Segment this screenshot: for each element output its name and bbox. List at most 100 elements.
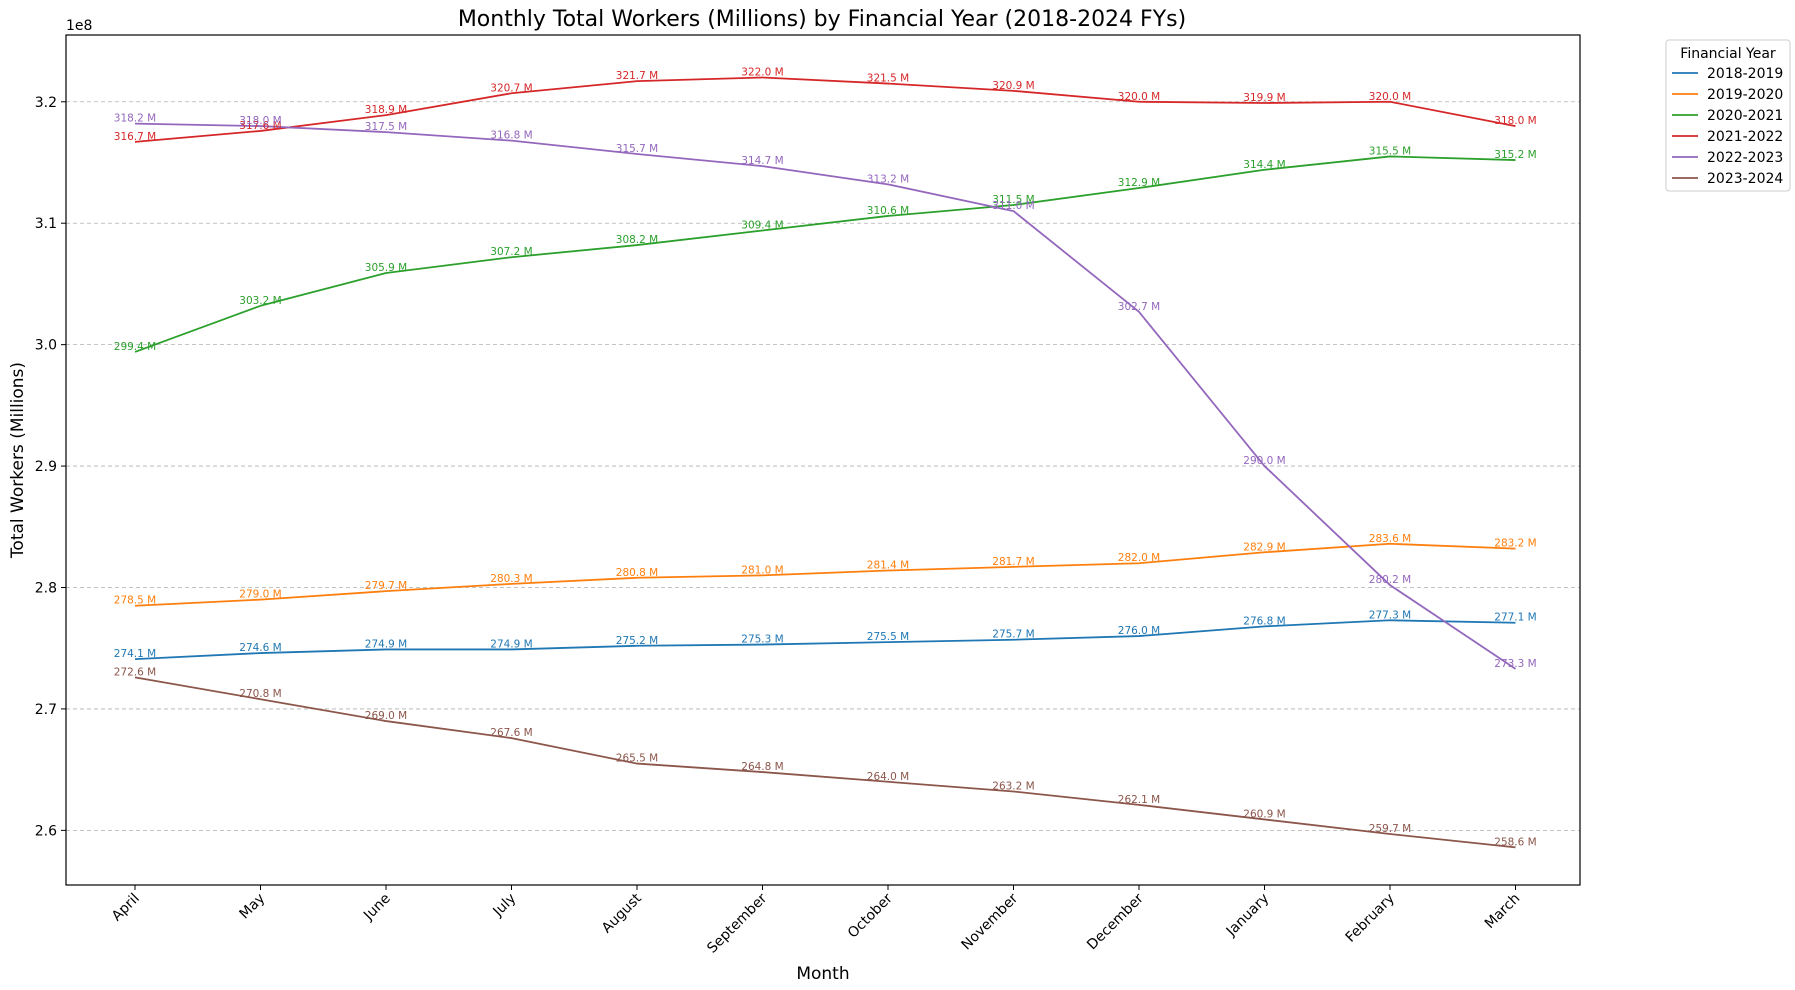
y-axis-label: Total Workers (Millions): [8, 362, 28, 559]
data-label: 317.6 M: [239, 120, 281, 132]
legend-entry: 2023-2024: [1707, 171, 1783, 187]
data-label: 275.7 M: [992, 629, 1034, 641]
data-label: 311.5 M: [992, 194, 1034, 206]
legend-entry: 2022-2023: [1707, 150, 1783, 166]
y-offset-text: 1e8: [66, 18, 92, 34]
y-tick-label: 3.1: [35, 216, 57, 232]
data-label: 276.0 M: [1118, 625, 1160, 637]
data-label: 314.4 M: [1243, 159, 1285, 171]
data-label: 316.7 M: [114, 131, 156, 143]
series-line-2020-2021: [134, 155, 1516, 353]
y-tick-label: 3.2: [35, 95, 57, 111]
series-line-2018-2019: [134, 619, 1516, 661]
legend-items: 2018-2019 2019-2020 2020-2021 2021-2022 2022…: [1672, 66, 1783, 187]
series-line-2023-2024: [134, 676, 1516, 849]
data-label: 274.9 M: [490, 638, 532, 650]
x-tick-label: September: [704, 890, 770, 956]
data-label: 262.1 M: [1118, 794, 1160, 806]
data-label: 279.0 M: [239, 589, 281, 601]
data-label: 274.1 M: [114, 648, 156, 660]
data-label: 318.2 M: [114, 113, 156, 125]
data-label: 307.2 M: [490, 246, 532, 258]
legend-entry: 2020-2021: [1707, 108, 1783, 124]
x-tick-label: February: [1343, 891, 1398, 946]
data-label: 310.6 M: [867, 205, 909, 217]
x-axis-label: Month: [796, 964, 849, 984]
data-label: 280.8 M: [616, 567, 658, 579]
data-label: 275.5 M: [867, 631, 909, 643]
data-label: 319.9 M: [1243, 92, 1285, 104]
data-labels: 274.1 M 274.6 M 274.9 M 274.9 M 275.2 M 275.3…: [114, 67, 1537, 849]
chart-title: Monthly Total Workers (Millions) by Fina…: [458, 7, 1186, 32]
data-label: 318.9 M: [365, 104, 407, 116]
y-tick-label: 2.6: [35, 823, 57, 839]
x-axis-ticks: April May June July August September October No…: [109, 885, 1523, 957]
series-line-2022-2023: [134, 122, 1516, 670]
data-label: 276.8 M: [1243, 615, 1285, 627]
data-label: 320.0 M: [1118, 91, 1160, 103]
series-lines: [134, 76, 1516, 849]
data-label: 282.9 M: [1243, 541, 1285, 553]
data-label: 311.0 M: [992, 200, 1034, 212]
data-label: 275.3 M: [741, 634, 783, 646]
legend-entry: 2019-2020: [1707, 87, 1783, 103]
data-label: 279.7 M: [365, 580, 407, 592]
data-label: 274.9 M: [365, 638, 407, 650]
legend-entry: 2021-2022: [1707, 129, 1783, 145]
data-label: 283.6 M: [1369, 533, 1411, 545]
series-line-2021-2022: [134, 76, 1516, 143]
data-label: 318.0 M: [1494, 115, 1536, 127]
data-label: 281.4 M: [867, 560, 909, 572]
data-label: 317.5 M: [365, 121, 407, 133]
data-label: 280.2 M: [1369, 574, 1411, 586]
data-label: 264.8 M: [741, 761, 783, 773]
data-label: 320.7 M: [490, 82, 532, 94]
legend-frame: [1665, 39, 1791, 192]
data-label: 278.5 M: [114, 595, 156, 607]
data-label: 305.9 M: [365, 262, 407, 274]
data-label: 315.2 M: [1494, 149, 1536, 161]
data-label: 264.0 M: [867, 771, 909, 783]
data-label: 277.3 M: [1369, 609, 1411, 621]
x-tick-label: May: [237, 891, 269, 923]
data-label: 308.2 M: [616, 234, 658, 246]
data-label: 283.2 M: [1494, 538, 1536, 550]
data-label: 267.6 M: [490, 727, 532, 739]
x-tick-label: July: [489, 891, 519, 921]
legend-entry: 2018-2019: [1707, 66, 1783, 82]
data-label: 312.9 M: [1118, 177, 1160, 189]
data-label: 265.5 M: [616, 753, 658, 765]
x-tick-label: June: [360, 891, 394, 925]
x-tick-label: December: [1084, 890, 1147, 953]
data-label: 318.0 M: [239, 115, 281, 127]
series-line-2019-2020: [134, 542, 1516, 607]
data-label: 272.6 M: [114, 666, 156, 678]
data-label: 258.6 M: [1494, 836, 1536, 848]
data-label: 263.2 M: [992, 781, 1034, 793]
legend: Financial Year 2018-2019 2019-2020 2020-20…: [1665, 39, 1791, 192]
data-label: 320.9 M: [992, 80, 1034, 92]
x-tick-label: November: [959, 890, 1022, 953]
data-label: 280.3 M: [490, 573, 532, 585]
data-label: 259.7 M: [1369, 823, 1411, 835]
data-label: 290.0 M: [1243, 455, 1285, 467]
data-label: 303.2 M: [239, 295, 281, 307]
data-label: 273.3 M: [1494, 658, 1536, 670]
data-label: 281.0 M: [741, 564, 783, 576]
data-label: 320.0 M: [1369, 91, 1411, 103]
plot-frame: [65, 34, 1581, 886]
y-tick-label: 2.7: [35, 702, 57, 718]
x-tick-label: August: [599, 890, 645, 936]
data-label: 322.0 M: [741, 67, 783, 79]
data-label: 275.2 M: [616, 635, 658, 647]
data-label: 260.9 M: [1243, 808, 1285, 820]
data-label: 313.2 M: [867, 173, 909, 185]
data-label: 314.7 M: [741, 155, 783, 167]
data-label: 321.5 M: [867, 73, 909, 85]
legend-title: Financial Year: [1680, 46, 1776, 62]
data-label: 316.8 M: [490, 130, 532, 142]
data-label: 309.4 M: [741, 220, 783, 232]
grid-lines: [66, 101, 1580, 831]
y-tick-label: 3.0: [35, 338, 57, 354]
